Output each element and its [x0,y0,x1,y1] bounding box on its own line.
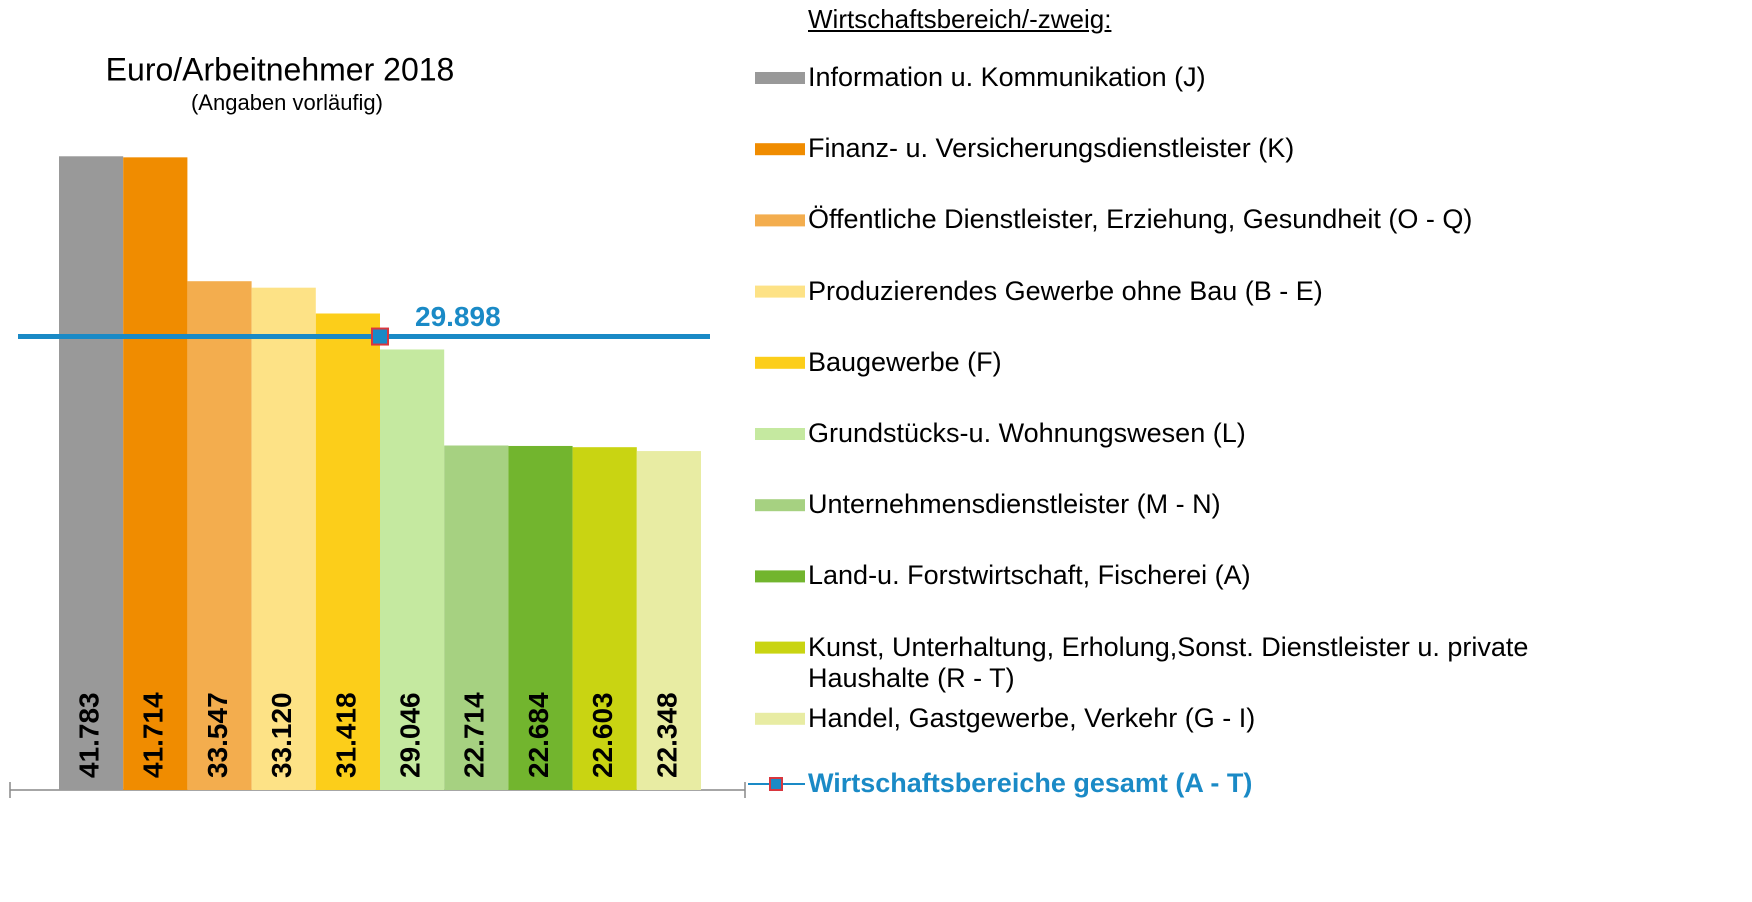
legend-entry: Information u. Kommunikation (J) [808,62,1206,92]
legend-entry: Produzierendes Gewerbe ohne Bau (B - E) [808,275,1323,306]
bar [636,451,701,790]
bar [572,447,637,790]
bar [187,281,252,790]
value-label: 22.684 [523,692,554,778]
legend-swatch [755,712,805,725]
legend-swatch [755,214,805,227]
reference-marker [371,327,389,346]
bar [444,445,509,790]
legend-entry: Handel, Gastgewerbe, Verkehr (G - I) [808,702,1256,733]
legend-entry: Kunst, Unterhaltung, Erholung,Sonst. Die… [808,631,1529,693]
legend-entry: Unternehmensdienstleister (M - N) [808,489,1221,520]
value-label: 33.547 [202,692,233,778]
legend-title: Wirtschaftsbereich/-zweig: [808,4,1112,34]
legend-swatch [769,777,783,791]
legend-swatch [755,72,805,84]
legend-swatch [755,356,805,369]
bar [59,156,124,791]
value-label: 22.714 [459,692,490,778]
legend-swatch [755,499,805,512]
bar [380,349,445,790]
bar [123,157,188,791]
value-label: 41.714 [138,692,169,778]
value-label: 29.046 [394,692,425,778]
legend-swatch [755,570,805,583]
legend-entry: Finanz- u. Versicherungsdienstleister (K… [808,133,1295,164]
legend-swatch [755,285,805,298]
legend-swatch [755,641,805,654]
legend-swatch [755,143,805,156]
legend-entry: Öffentliche Dienstleister, Erziehung, Ge… [808,204,1473,235]
legend-entry: Wirtschaftsbereiche gesamt (A - T) [808,768,1253,798]
legend-entry: Land-u. Forstwirtschaft, Fischerei (A) [808,560,1251,591]
legend-entry: Baugewerbe (F) [808,346,1002,377]
bar [508,445,573,790]
reference-label: 29.898 [415,301,501,332]
value-label: 22.603 [587,692,618,778]
bar [251,287,316,790]
legend-entry: Grundstücks-u. Wohnungswesen (L) [808,418,1246,448]
legend-swatch [755,428,805,440]
chart-title: Euro/Arbeitnehmer 2018 [106,51,455,87]
bar [315,313,380,790]
value-label: 22.348 [651,692,682,778]
chart-subtitle: (Angaben vorläufig) [191,90,383,115]
value-label: 41.783 [73,692,104,778]
value-label: 31.418 [330,692,361,778]
value-label: 33.120 [266,692,297,778]
